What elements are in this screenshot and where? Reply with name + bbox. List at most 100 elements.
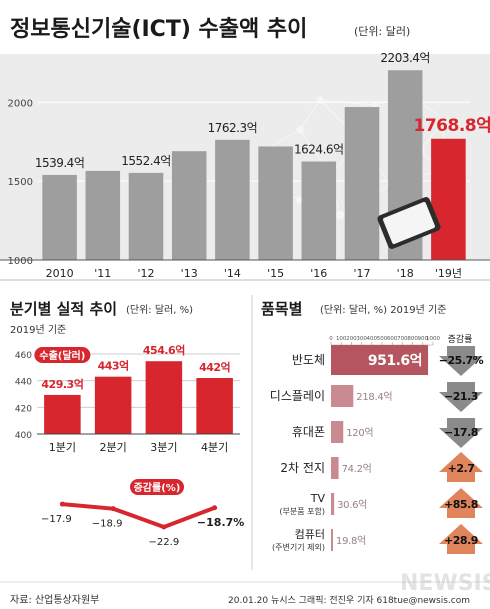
- item-change-4: +85.8: [444, 498, 478, 511]
- item-bar-3: [331, 457, 339, 479]
- i-x-tick-label: 300: [356, 336, 367, 342]
- item-change-0: −25.7%: [439, 354, 484, 367]
- network-link: [299, 99, 321, 131]
- arrow-down-icon: [439, 346, 483, 376]
- item-bar-4: [331, 493, 335, 515]
- x-tick-label-5: '15: [267, 267, 284, 280]
- growth-line: [62, 502, 216, 530]
- bar-4: [215, 139, 250, 260]
- bar-2: [128, 172, 164, 260]
- q-y-tick-label: 420: [15, 404, 32, 414]
- item-value-label-2: 120억: [346, 427, 373, 439]
- item-bar-2: [331, 421, 344, 443]
- bar-value-label-0: 1539.4억: [35, 156, 85, 170]
- bar-1: [85, 170, 121, 260]
- items-title: 품목별: [261, 300, 302, 318]
- growth-point-1: [110, 506, 116, 512]
- bar-6: [301, 161, 337, 260]
- item-change-3: +2.7: [448, 462, 475, 475]
- item-bar-5: [331, 529, 334, 551]
- q-bar-value-label-0: 429.3억: [41, 378, 83, 391]
- i-x-tick-label: 0: [329, 336, 333, 342]
- arrow-up-icon: [439, 524, 483, 554]
- x-tick-label-2: '12: [137, 267, 154, 280]
- watermark: NEWSIS: [400, 571, 490, 596]
- x-tick-label-7: '17: [353, 267, 370, 280]
- q-y-tick-label: 400: [15, 431, 32, 441]
- q-bar-value-label-2: 454.6억: [143, 344, 185, 357]
- item-sub-4: (부분품 포함): [279, 507, 325, 516]
- q-bar-2: [145, 361, 183, 434]
- item-value-label-0: 951.6억: [368, 353, 422, 369]
- i-x-tick-label: 100: [336, 336, 347, 342]
- q-bar-0: [44, 394, 81, 434]
- i-x-tick-label: 1000: [426, 336, 440, 342]
- growth-point-2: [161, 524, 167, 530]
- q-x-tick-label-0: 1분기: [49, 441, 76, 454]
- item-name-1: 디스플레이: [270, 389, 325, 403]
- q-x-tick-label-1: 2분기: [100, 441, 127, 454]
- item-name-4: TV: [310, 492, 326, 505]
- q-bar-3: [196, 378, 233, 434]
- x-tick-label-0: 2010: [46, 267, 74, 280]
- items-chart: 품목별 (단위: 달러, %) 2019년 기준 0 100 200 300 400 50…: [261, 300, 484, 554]
- x-tick-label-6: '16: [310, 267, 327, 280]
- quarterly-title: 분기별 실적 추이: [10, 300, 117, 318]
- q-x-tick-label-2: 3분기: [150, 441, 177, 454]
- bar-value-label-8: 2203.4억: [380, 51, 430, 65]
- item-change-2: −17.8: [444, 426, 478, 439]
- footer-source: 자료: 산업통상자원부: [10, 593, 99, 606]
- bar-7: [344, 107, 380, 261]
- item-change-5: +28.9: [444, 534, 478, 547]
- q-bar-value-label-1: 443억: [98, 360, 129, 373]
- arrow-up-icon: [439, 452, 483, 482]
- item-name-5: 컴퓨터: [295, 528, 325, 541]
- item-sub-5: (주변기기 제외): [272, 542, 325, 552]
- network-node: [335, 210, 345, 220]
- top-chart: 1000 1500 2000 1539.4억 1552.4억 1762.3억 1624.6…: [0, 51, 490, 280]
- item-value-label-4: 30.6억: [337, 499, 367, 511]
- growth-label-1: −18.9: [92, 519, 123, 530]
- item-bar-1: [331, 385, 354, 407]
- item-value-label-3: 74.2억: [342, 463, 372, 475]
- q-badge-bg: [34, 347, 91, 363]
- arrow-up-icon: [439, 488, 483, 518]
- x-tick-label-1: '11: [94, 267, 111, 280]
- x-tick-label-3: '13: [181, 267, 198, 280]
- arrow-down-icon: [439, 382, 483, 412]
- q-y-tick-label: 460: [15, 351, 32, 361]
- network-link: [419, 119, 446, 151]
- item-change-1: −21.3: [444, 390, 478, 403]
- i-x-tick-label: 200: [346, 336, 357, 342]
- i-x-tick-label: 600: [387, 336, 398, 342]
- bar-value-label-2: 1552.4억: [121, 154, 171, 168]
- arrow-down-icon: [439, 418, 483, 448]
- q-badge-label: 수출(달러): [39, 349, 85, 362]
- item-name-3: 2차 전지: [280, 461, 325, 475]
- x-tick-label-4: '14: [224, 267, 241, 280]
- q-y-tick-label: 440: [15, 378, 32, 388]
- item-name-2: 휴대폰: [292, 425, 325, 439]
- x-tick-label-9: '19년: [435, 267, 462, 280]
- tablet-icon: [377, 197, 441, 249]
- q-x-tick-label-3: 4분기: [201, 441, 228, 454]
- main-unit: (단위: 달러): [354, 25, 410, 38]
- item-name-0: 반도체: [292, 353, 325, 367]
- y-tick-label: 2000: [8, 98, 33, 109]
- bar-value-label-4: 1762.3억: [208, 121, 258, 135]
- network-node: [372, 102, 378, 108]
- x-tick-label-8: '18: [397, 267, 414, 280]
- i-x-tick-label: 500: [377, 336, 388, 342]
- item-value-label-5: 19.8억: [336, 535, 366, 547]
- item-bar-0: [331, 345, 429, 375]
- network-node: [296, 126, 304, 134]
- network-node: [442, 117, 448, 123]
- growth-badge-bg: [130, 479, 184, 495]
- bar-value-label-9: 1768.8억: [414, 116, 490, 136]
- quarterly-subtitle: 2019년 기준: [10, 324, 66, 336]
- bar-0: [42, 174, 77, 260]
- q-bar-value-label-3: 442억: [199, 361, 230, 374]
- change-header: 증감률: [448, 333, 473, 345]
